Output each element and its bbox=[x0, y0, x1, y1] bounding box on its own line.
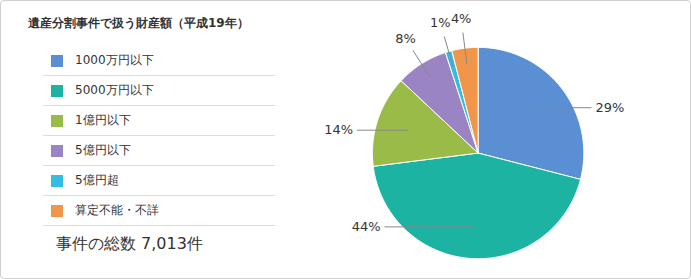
svg-text:14%: 14% bbox=[324, 122, 353, 137]
html-text:1000万円以下: 1000万円以下 bbox=[75, 53, 154, 67]
html-text:5000万円以下: 5000万円以下 bbox=[75, 83, 154, 97]
html-text:事件の総数 7,013件: 事件の総数 7,013件 bbox=[56, 234, 203, 253]
svg-text:1%: 1% bbox=[430, 15, 451, 30]
svg-text:44%: 44% bbox=[352, 219, 381, 234]
html-text:5億円超: 5億円超 bbox=[75, 173, 119, 187]
html-text:5億円以下: 5億円以下 bbox=[75, 143, 131, 157]
svg-text:29%: 29% bbox=[596, 100, 625, 115]
svg-text:8%: 8% bbox=[395, 31, 416, 46]
html-text:算定不能・不詳: 算定不能・不詳 bbox=[75, 203, 159, 217]
html-text:遺産分割事件で扱う財産額（平成19年）: 遺産分割事件で扱う財産額（平成19年） bbox=[28, 16, 249, 30]
html-text:1億円以下: 1億円以下 bbox=[75, 113, 131, 127]
svg-text:4%: 4% bbox=[451, 11, 472, 26]
